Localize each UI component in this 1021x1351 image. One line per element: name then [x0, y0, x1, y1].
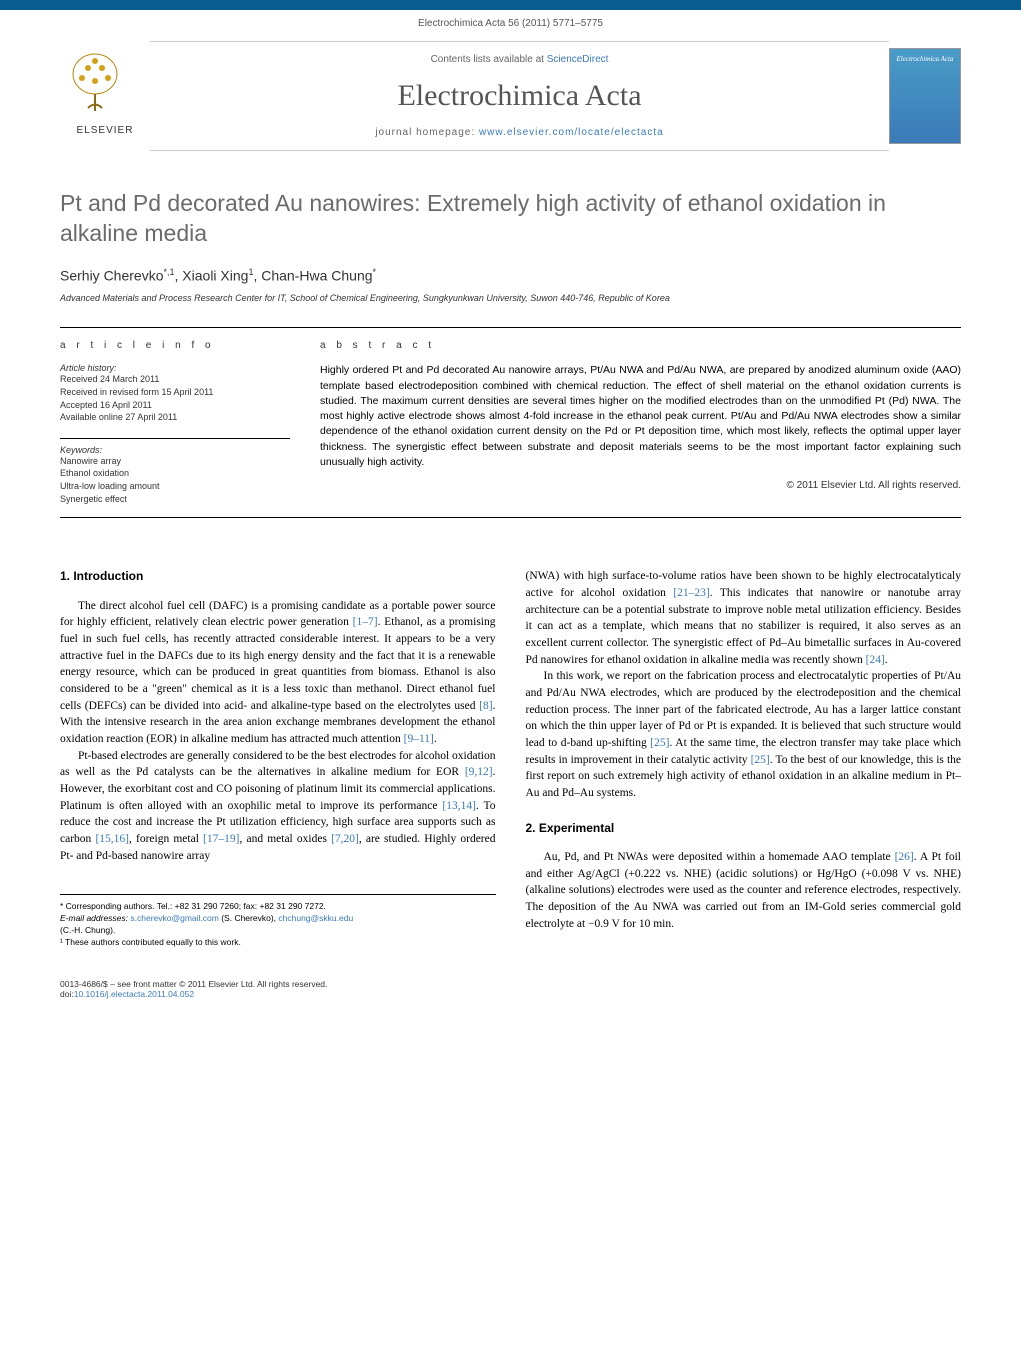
divider-bottom [60, 517, 961, 518]
doi-label: doi: [60, 989, 74, 999]
abstract-label: a b s t r a c t [320, 340, 961, 351]
body-columns: 1. Introduction The direct alcohol fuel … [0, 538, 1021, 969]
history-accepted: Accepted 16 April 2011 [60, 399, 290, 412]
col2-p1: (NWA) with high surface-to-volume ratios… [526, 568, 962, 668]
keywords-label: Keywords: [60, 445, 290, 455]
author-2-sup: 1 [248, 267, 253, 277]
history-online: Available online 27 April 2011 [60, 411, 290, 424]
article-title: Pt and Pd decorated Au nanowires: Extrem… [60, 189, 961, 249]
authors: Serhiy Cherevko*,1, Xiaoli Xing1, Chan-H… [60, 267, 961, 284]
exp-heading: 2. Experimental [526, 820, 962, 837]
footnote-corr: * Corresponding authors. Tel.: +82 31 29… [60, 901, 496, 913]
body-col-left: 1. Introduction The direct alcohol fuel … [60, 568, 496, 949]
elsevier-logo: ELSEVIER [60, 46, 150, 146]
intro-heading: 1. Introduction [60, 568, 496, 585]
intro-p1: The direct alcohol fuel cell (DAFC) is a… [60, 598, 496, 748]
contents-line: Contents lists available at ScienceDirec… [150, 54, 889, 65]
abstract-col: a b s t r a c t Highly ordered Pt and Pd… [320, 340, 961, 505]
article-info: a r t i c l e i n f o Article history: R… [60, 340, 290, 505]
top-bar [0, 0, 1021, 10]
abstract-text: Highly ordered Pt and Pd decorated Au na… [320, 363, 961, 470]
info-abstract-row: a r t i c l e i n f o Article history: R… [60, 328, 961, 517]
footer-bar: 0013-4686/$ – see front matter © 2011 El… [0, 969, 1021, 1009]
homepage-prefix: journal homepage: [375, 127, 479, 138]
email-1-name: (S. Cherevko), [219, 913, 279, 923]
email-2[interactable]: chchung@skku.edu [278, 913, 353, 923]
footer-issn: 0013-4686/$ – see front matter © 2011 El… [60, 979, 961, 989]
keyword-4: Synergetic effect [60, 493, 290, 506]
info-label: a r t i c l e i n f o [60, 340, 290, 351]
body-col-right: (NWA) with high surface-to-volume ratios… [526, 568, 962, 949]
homepage-link[interactable]: www.elsevier.com/locate/electacta [479, 127, 664, 138]
footnote-emails: E-mail addresses: s.cherevko@gmail.com (… [60, 913, 496, 925]
affiliation: Advanced Materials and Process Research … [60, 293, 961, 303]
author-1-sup: *,1 [164, 267, 175, 277]
footer-doi-line: doi:10.1016/j.electacta.2011.04.052 [60, 989, 961, 999]
author-3-sup: * [373, 267, 377, 277]
elsevier-tree-icon [60, 46, 130, 116]
keyword-3: Ultra-low loading amount [60, 480, 290, 493]
journal-center: Contents lists available at ScienceDirec… [150, 41, 889, 151]
journal-name: Electrochimica Acta [150, 79, 889, 113]
exp-p1: Au, Pd, and Pt NWAs were deposited withi… [526, 849, 962, 932]
keywords-block: Keywords: Nanowire array Ethanol oxidati… [60, 438, 290, 505]
cover-title: Electrochimica Acta [890, 49, 960, 63]
author-1: Serhiy Cherevko [60, 267, 164, 283]
contents-prefix: Contents lists available at [431, 54, 547, 65]
footnote-equal: ¹ These authors contributed equally to t… [60, 937, 496, 949]
author-3: Chan-Hwa Chung [261, 267, 372, 283]
history-label: Article history: [60, 363, 290, 373]
article-main: Pt and Pd decorated Au nanowires: Extrem… [0, 159, 1021, 538]
history-received: Received 24 March 2011 [60, 373, 290, 386]
email-label: E-mail addresses: [60, 913, 130, 923]
journal-cover: Electrochimica Acta [889, 48, 961, 144]
footnotes: * Corresponding authors. Tel.: +82 31 29… [60, 894, 496, 949]
journal-header: ELSEVIER Contents lists available at Sci… [0, 41, 1021, 151]
header-citation: Electrochimica Acta 56 (2011) 5771–5775 [0, 10, 1021, 41]
author-2: Xiaoli Xing [182, 267, 248, 283]
email-1[interactable]: s.cherevko@gmail.com [130, 913, 218, 923]
abstract-copyright: © 2011 Elsevier Ltd. All rights reserved… [320, 480, 961, 491]
keyword-2: Ethanol oxidation [60, 467, 290, 480]
keyword-1: Nanowire array [60, 455, 290, 468]
publisher-name: ELSEVIER [60, 125, 150, 136]
doi-link[interactable]: 10.1016/j.electacta.2011.04.052 [74, 989, 194, 999]
homepage-line: journal homepage: www.elsevier.com/locat… [150, 127, 889, 138]
history-revised: Received in revised form 15 April 2011 [60, 386, 290, 399]
email-2-name: (C.-H. Chung). [60, 925, 496, 937]
col2-p2: In this work, we report on the fabricati… [526, 668, 962, 801]
intro-p2: Pt-based electrodes are generally consid… [60, 748, 496, 865]
sciencedirect-link[interactable]: ScienceDirect [547, 54, 609, 65]
